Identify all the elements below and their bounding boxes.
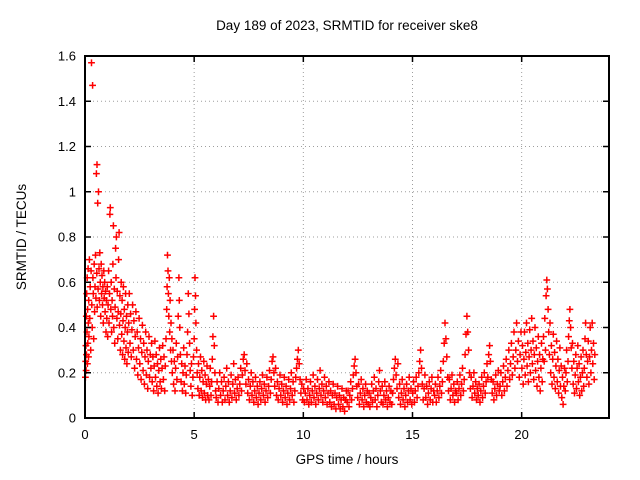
chart-title: Day 189 of 2023, SRMTID for receiver ske… [216, 18, 478, 33]
plot-border [84, 55, 610, 419]
y-tick-labels: 0 0.2 0.4 0.6 0.8 1 1.2 1.4 1.6 [58, 49, 76, 426]
x-tick-label: 15 [405, 427, 419, 442]
y-tick-label: 0.8 [58, 230, 76, 245]
y-tick-label: 1.4 [58, 94, 76, 109]
y-tick-label: 0.2 [58, 365, 76, 380]
x-tick-label: 10 [296, 427, 310, 442]
y-axis-label: SRMTID / TECUs [14, 184, 29, 291]
data-points [82, 59, 599, 415]
x-axis-label: GPS time / hours [296, 452, 399, 467]
scatter-points-path [82, 59, 599, 415]
y-tick-label: 1.6 [58, 49, 76, 64]
grid-path [85, 56, 609, 418]
y-tick-label: 0 [69, 411, 76, 426]
y-tick-label: 0.4 [58, 320, 76, 335]
x-tick-label: 5 [191, 427, 198, 442]
x-tick-label: 20 [514, 427, 528, 442]
y-tick-label: 1 [69, 184, 76, 199]
x-tick-labels: 0 5 10 15 20 [81, 427, 529, 442]
grid-lines [85, 56, 609, 418]
x-tick-label: 0 [81, 427, 88, 442]
y-tick-label: 0.6 [58, 275, 76, 290]
y-tick-label: 1.2 [58, 139, 76, 154]
